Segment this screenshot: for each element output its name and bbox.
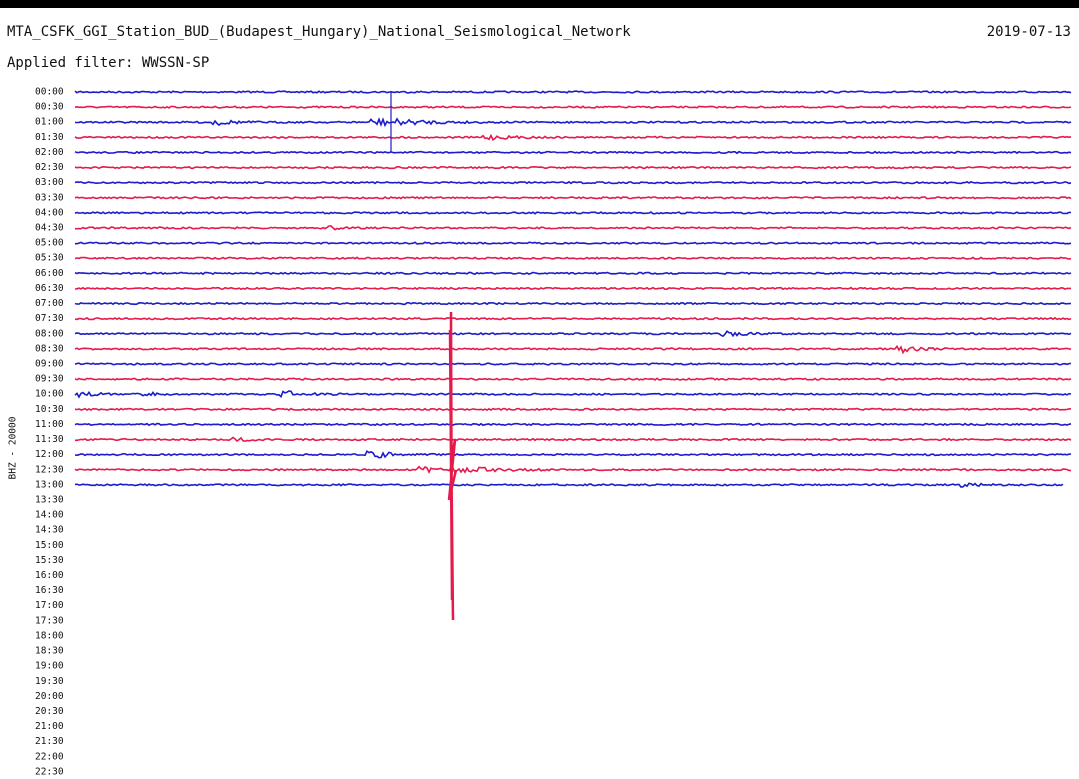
time-label: 11:00 [35, 419, 64, 430]
time-label: 20:30 [35, 706, 64, 717]
filter: Applied filter: WWSSN-SP [7, 55, 209, 71]
trace [74, 390, 1072, 399]
trace [74, 450, 1072, 459]
title: MTA_CSFK_GGI_Station_BUD_(Budapest_Hunga… [7, 24, 631, 40]
time-label: 22:30 [35, 766, 64, 775]
trace [74, 301, 1072, 306]
time-label: 09:00 [35, 358, 64, 369]
time-label: 07:30 [35, 313, 64, 324]
trace [74, 196, 1072, 200]
trace [74, 482, 1064, 488]
time-label: 15:00 [35, 540, 64, 551]
time-label: 21:00 [35, 721, 64, 732]
time-label: 11:30 [35, 434, 64, 445]
time-label: 05:30 [35, 253, 64, 264]
time-label: 06:00 [35, 268, 64, 279]
time-label: 10:30 [35, 404, 64, 415]
time-label: 13:30 [35, 494, 64, 505]
time-label: 20:00 [35, 691, 64, 702]
date: 2019-07-13 [987, 24, 1071, 40]
time-label: 00:30 [35, 102, 64, 113]
traces [74, 90, 1072, 621]
trace [74, 286, 1071, 291]
time-label: 12:30 [35, 464, 64, 475]
trace [74, 377, 1072, 381]
time-label: 22:00 [35, 751, 64, 762]
time-label: 00:00 [35, 87, 64, 98]
trace [74, 117, 1072, 128]
time-label: 05:00 [35, 238, 64, 249]
time-label: 14:00 [35, 510, 64, 521]
time-label: 10:00 [35, 389, 64, 400]
event-spike [447, 311, 458, 621]
time-label: 04:30 [35, 222, 64, 233]
time-label: 18:00 [35, 630, 64, 641]
time-label: 01:00 [35, 117, 64, 128]
time-label: 02:30 [35, 162, 64, 173]
time-label: 03:00 [35, 177, 64, 188]
time-label: 15:30 [35, 555, 64, 566]
trace [74, 422, 1072, 427]
trace [74, 165, 1072, 170]
trace [74, 225, 1072, 231]
trace [74, 344, 1072, 355]
time-label: 04:00 [35, 207, 64, 218]
time-label: 02:00 [35, 147, 64, 158]
trace [74, 150, 1072, 155]
trace [74, 362, 1072, 366]
trace [74, 330, 1072, 338]
trace [74, 271, 1072, 276]
time-label: 03:30 [35, 192, 64, 203]
time-label: 01:30 [35, 132, 64, 143]
time-label: 07:00 [35, 298, 64, 309]
time-label: 06:30 [35, 283, 64, 294]
time-label: 08:30 [35, 343, 64, 354]
time-label: 21:30 [35, 736, 64, 747]
trace [74, 256, 1072, 260]
time-label: 13:00 [35, 479, 64, 490]
trace [74, 407, 1072, 412]
time-label: 19:00 [35, 661, 64, 672]
top-bar [0, 0, 1079, 8]
time-label: 17:30 [35, 615, 64, 626]
side-label: BHZ - 20000 [8, 416, 19, 479]
time-label: 08:00 [35, 328, 64, 339]
trace [74, 105, 1072, 109]
trace [74, 316, 1072, 321]
trace [75, 436, 1072, 443]
trace [74, 465, 1072, 475]
time-label: 16:00 [35, 570, 64, 581]
time-label: 16:30 [35, 585, 64, 596]
time-label: 12:00 [35, 449, 64, 460]
trace [75, 241, 1072, 245]
time-label: 17:00 [35, 600, 64, 611]
trace [74, 211, 1072, 215]
trace [74, 133, 1072, 142]
trace [74, 90, 1072, 94]
trace [74, 180, 1072, 185]
time-label: 19:30 [35, 676, 64, 687]
time-label: 18:30 [35, 646, 64, 657]
time-label: 14:30 [35, 525, 64, 536]
time-label: 09:30 [35, 374, 64, 385]
